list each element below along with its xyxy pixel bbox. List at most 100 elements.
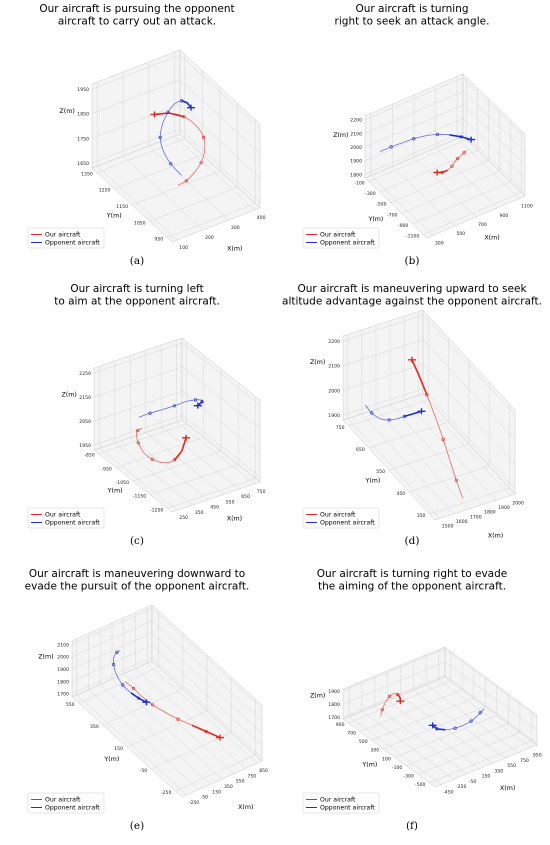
z-tick-label: 2100	[350, 131, 362, 137]
x-tick-label: 550	[236, 779, 245, 785]
chart-panel: Our aircraft is maneuvering downward to e…	[25, 568, 268, 832]
z-axis-label: Z(m)	[310, 359, 325, 366]
x-tick-label: 200	[205, 235, 214, 241]
aircraft-marker	[433, 169, 442, 176]
gridlines	[71, 607, 263, 796]
chart-panel: Our aircraft is turning right to evade th…	[302, 568, 542, 832]
x-tick-label: 750	[257, 489, 266, 495]
y-tick-label: 350	[417, 513, 426, 519]
x-tick-label: 250	[179, 515, 188, 521]
trajectory-point	[180, 99, 184, 103]
trajectory-point	[193, 398, 198, 402]
y-tick-label: -100	[354, 181, 365, 187]
x-tick-label: 650	[241, 494, 250, 500]
gridlines	[364, 76, 526, 236]
trajectory-point	[150, 703, 155, 707]
trajectory-head	[181, 100, 192, 109]
y-tick-label: -100	[392, 765, 403, 771]
z-tick-label: 2000	[328, 388, 340, 394]
x-tick-label: 700	[478, 222, 487, 228]
y-tick-label: -250	[161, 790, 172, 796]
y-tick-label: 550	[66, 702, 75, 708]
y-tick-label: 550	[376, 469, 385, 475]
aircraft-marker	[396, 698, 405, 705]
gridlines	[91, 52, 261, 241]
aircraft-marker	[428, 722, 437, 729]
aircraft-marker	[216, 734, 224, 741]
trajectory-point	[453, 726, 457, 730]
trajectory-point	[136, 441, 140, 445]
legend-label: Opponent aircraft	[45, 805, 100, 812]
trajectory-point	[412, 137, 416, 141]
x-axis-label: X(m)	[488, 533, 503, 540]
z-tick-label: 1900	[328, 413, 340, 419]
trajectory-point	[425, 393, 429, 397]
y-tick-label: -300	[403, 773, 414, 779]
chart-title: Our aircraft is pursuing the opponent air…	[39, 3, 234, 28]
x-tick-label: 1600	[456, 519, 468, 525]
trajectory-head	[449, 134, 472, 141]
trajectory-head	[191, 724, 221, 739]
trajectory-point	[435, 132, 440, 136]
z-tick-label: 1900	[57, 667, 69, 673]
legend-label: Our aircraft	[45, 512, 81, 519]
legend-label: Our aircraft	[45, 232, 81, 239]
x-tick-label: 150	[482, 774, 491, 780]
trajectory-point	[204, 729, 208, 733]
chart-panel: Our aircraft is maneuvering upward to se…	[282, 283, 542, 547]
y-tick-label: 950	[154, 237, 163, 243]
x-tick-label: -250	[189, 800, 200, 806]
trajectory-point	[462, 151, 466, 155]
x-tick-label: 350	[494, 768, 503, 774]
trajectory-point	[478, 711, 482, 715]
trajectory-point	[148, 411, 152, 415]
gridlines	[342, 311, 516, 519]
y-tick-label: -1050	[116, 480, 129, 486]
legend-label: Our aircraft	[320, 797, 356, 804]
y-tick-label: 1150	[116, 204, 128, 210]
z-tick-label: 2000	[350, 145, 362, 151]
panel-caption: (d)	[405, 535, 420, 547]
panel-caption: (a)	[130, 255, 144, 267]
y-tick-label: 450	[396, 491, 405, 497]
trajectory-point	[435, 727, 439, 731]
z-axis-label: Z(m)	[38, 653, 53, 660]
y-axis-label: Y(m)	[364, 478, 380, 485]
z-tick-label: 2100	[328, 364, 340, 370]
trajectory-point	[172, 404, 177, 408]
trajectory-point	[136, 429, 140, 433]
y-tick-label: -900	[398, 223, 409, 229]
y-tick-label: 900	[336, 722, 345, 728]
trajectory-point	[182, 115, 186, 119]
x-tick-label: 950	[533, 753, 542, 759]
trajectory-point	[184, 179, 188, 183]
z-tick-label: 1700	[57, 692, 69, 698]
z-tick-label: 2050	[79, 419, 91, 425]
trajectory-point	[370, 411, 374, 415]
trajectory-point	[200, 400, 204, 404]
x-tick-label: 900	[500, 213, 509, 219]
z-tick-label: 1900	[328, 689, 340, 695]
z-tick-label: 2000	[57, 655, 69, 661]
legend-label: Opponent aircraft	[320, 805, 375, 812]
x-tick-label: 1700	[470, 514, 482, 520]
trajectory-head	[174, 437, 187, 461]
y-axis-label: Y(m)	[106, 212, 122, 219]
z-tick-label: 1950	[79, 443, 91, 449]
trajectory-point	[402, 414, 407, 418]
aircraft-marker	[182, 434, 191, 441]
x-tick-label: 300	[231, 225, 240, 231]
y-tick-label: -300	[365, 191, 376, 197]
y-tick-label: 1350	[81, 171, 93, 177]
trajectory-point	[450, 164, 454, 168]
y-tick-label: -700	[387, 212, 398, 218]
x-tick-label: 350	[224, 784, 233, 790]
trajectory-point	[158, 135, 162, 140]
chart-panel: Our aircraft is turning left to aim at th…	[27, 283, 266, 547]
x-axis-label: X(m)	[227, 516, 242, 523]
x-tick-label: 750	[520, 758, 529, 764]
panel-caption: (f)	[406, 820, 418, 832]
y-tick-label: -950	[101, 466, 112, 472]
